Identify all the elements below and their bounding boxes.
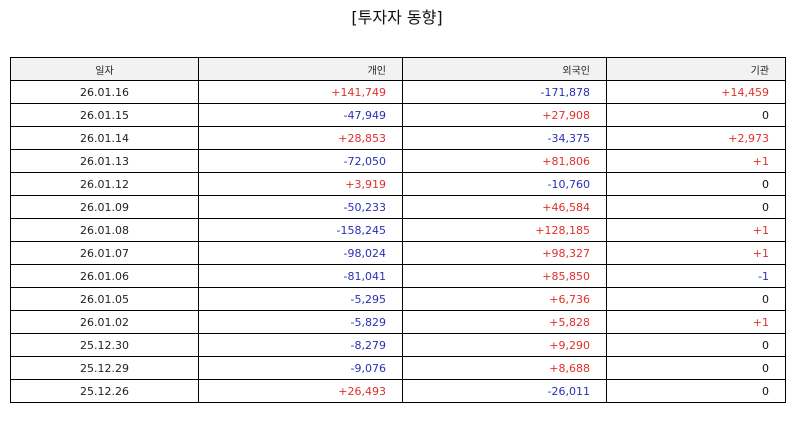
individual-cell: -9,076 xyxy=(198,356,403,380)
individual-cell: -47,949 xyxy=(198,103,403,127)
foreign-cell: +6,736 xyxy=(402,287,607,311)
date-cell: 26.01.14 xyxy=(10,126,199,150)
header-foreign: 외국인 xyxy=(402,57,607,81)
individual-cell: +26,493 xyxy=(198,379,403,403)
individual-cell: -158,245 xyxy=(198,218,403,242)
individual-cell: -72,050 xyxy=(198,149,403,173)
table-row: 26.01.15 -47,949 +27,908 0 xyxy=(10,103,786,127)
foreign-cell: -10,760 xyxy=(402,172,607,196)
foreign-cell: +81,806 xyxy=(402,149,607,173)
table-row: 26.01.08 -158,245 +128,185 +1 xyxy=(10,218,786,242)
institution-cell: +1 xyxy=(606,149,786,173)
individual-cell: +3,919 xyxy=(198,172,403,196)
date-cell: 26.01.12 xyxy=(10,172,199,196)
table-row: 25.12.29 -9,076 +8,688 0 xyxy=(10,356,786,380)
date-cell: 25.12.29 xyxy=(10,356,199,380)
table-row: 26.01.16 +141,749 -171,878 +14,459 xyxy=(10,80,786,104)
date-cell: 25.12.26 xyxy=(10,379,199,403)
foreign-cell: +8,688 xyxy=(402,356,607,380)
individual-cell: -81,041 xyxy=(198,264,403,288)
table-row: 26.01.06 -81,041 +85,850 -1 xyxy=(10,264,786,288)
institution-cell: 0 xyxy=(606,172,786,196)
table-row: 25.12.30 -8,279 +9,290 0 xyxy=(10,333,786,357)
foreign-cell: +9,290 xyxy=(402,333,607,357)
individual-cell: +141,749 xyxy=(198,80,403,104)
date-cell: 26.01.09 xyxy=(10,195,199,219)
foreign-cell: +46,584 xyxy=(402,195,607,219)
individual-cell: -50,233 xyxy=(198,195,403,219)
institution-cell: 0 xyxy=(606,379,786,403)
header-individual: 개인 xyxy=(198,57,403,81)
institution-cell: +1 xyxy=(606,218,786,242)
foreign-cell: +27,908 xyxy=(402,103,607,127)
table-row: 25.12.26 +26,493 -26,011 0 xyxy=(10,379,786,403)
institution-cell: +2,973 xyxy=(606,126,786,150)
table-row: 26.01.05 -5,295 +6,736 0 xyxy=(10,287,786,311)
institution-cell: 0 xyxy=(606,333,786,357)
foreign-cell: -34,375 xyxy=(402,126,607,150)
institution-cell: +1 xyxy=(606,241,786,265)
foreign-cell: +128,185 xyxy=(402,218,607,242)
institution-cell: +14,459 xyxy=(606,80,786,104)
institution-cell: 0 xyxy=(606,195,786,219)
institution-cell: -1 xyxy=(606,264,786,288)
header-institution: 기관 xyxy=(606,57,786,81)
table-row: 26.01.14 +28,853 -34,375 +2,973 xyxy=(10,126,786,150)
individual-cell: -5,829 xyxy=(198,310,403,334)
individual-cell: -5,295 xyxy=(198,287,403,311)
foreign-cell: -171,878 xyxy=(402,80,607,104)
date-cell: 26.01.13 xyxy=(10,149,199,173)
foreign-cell: +85,850 xyxy=(402,264,607,288)
institution-cell: +1 xyxy=(606,310,786,334)
page-title: [투자자 동향] xyxy=(351,8,443,27)
date-cell: 26.01.15 xyxy=(10,103,199,127)
table-row: 26.01.12 +3,919 -10,760 0 xyxy=(10,172,786,196)
table-row: 26.01.07 -98,024 +98,327 +1 xyxy=(10,241,786,265)
table-row: 26.01.09 -50,233 +46,584 0 xyxy=(10,195,786,219)
individual-cell: -98,024 xyxy=(198,241,403,265)
foreign-cell: -26,011 xyxy=(402,379,607,403)
date-cell: 26.01.16 xyxy=(10,80,199,104)
institution-cell: 0 xyxy=(606,287,786,311)
institution-cell: 0 xyxy=(606,356,786,380)
institution-cell: 0 xyxy=(606,103,786,127)
date-cell: 26.01.07 xyxy=(10,241,199,265)
table-header-row: 일자 개인 외국인 기관 xyxy=(10,57,786,81)
foreign-cell: +98,327 xyxy=(402,241,607,265)
table-row: 26.01.02 -5,829 +5,828 +1 xyxy=(10,310,786,334)
date-cell: 25.12.30 xyxy=(10,333,199,357)
date-cell: 26.01.08 xyxy=(10,218,199,242)
header-date: 일자 xyxy=(10,57,199,81)
date-cell: 26.01.05 xyxy=(10,287,199,311)
individual-cell: -8,279 xyxy=(198,333,403,357)
foreign-cell: +5,828 xyxy=(402,310,607,334)
date-cell: 26.01.06 xyxy=(10,264,199,288)
investor-trend-table: 일자 개인 외국인 기관 26.01.16 +141,749 -171,878 … xyxy=(10,57,786,403)
table-row: 26.01.13 -72,050 +81,806 +1 xyxy=(10,149,786,173)
date-cell: 26.01.02 xyxy=(10,310,199,334)
individual-cell: +28,853 xyxy=(198,126,403,150)
